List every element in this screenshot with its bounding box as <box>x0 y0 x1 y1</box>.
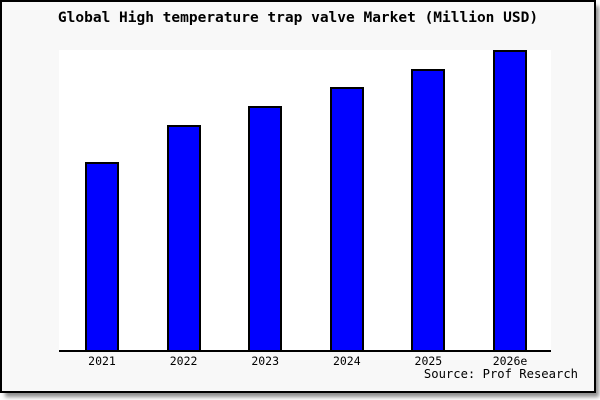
x-tick-label-2025: 2025 <box>414 354 443 368</box>
bar-2021 <box>85 162 119 350</box>
bar-2025 <box>411 69 446 350</box>
bar-2023 <box>248 106 283 350</box>
x-tick-label-2022: 2022 <box>169 354 198 368</box>
chart-title: Global High temperature trap valve Marke… <box>57 10 539 26</box>
x-tick-label-2024: 2024 <box>332 354 361 368</box>
bar-2026e <box>493 50 527 350</box>
chart-frame: Global High temperature trap valve Marke… <box>0 0 596 393</box>
plot-area <box>59 50 551 352</box>
source-credit: Source: Prof Research <box>423 367 578 381</box>
x-tick-label-2026e: 2026e <box>492 354 528 368</box>
bar-2022 <box>166 125 201 350</box>
x-tick-label-2021: 2021 <box>88 354 116 368</box>
x-tick-label-2023: 2023 <box>251 354 280 368</box>
bar-2024 <box>329 87 364 350</box>
